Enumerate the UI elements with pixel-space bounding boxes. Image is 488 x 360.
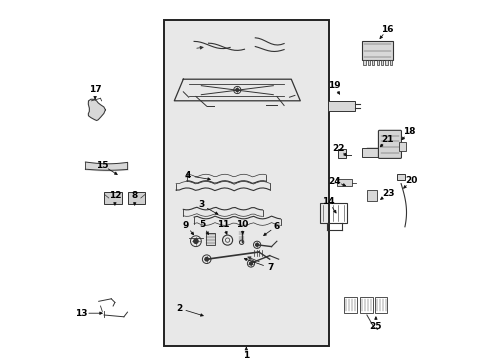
Bar: [374, 297, 386, 313]
Text: 25: 25: [369, 322, 381, 331]
Text: 7: 7: [266, 264, 273, 273]
Text: 21: 21: [381, 135, 393, 144]
Text: 18: 18: [403, 127, 415, 136]
Text: 12: 12: [108, 191, 121, 200]
Text: 16: 16: [381, 24, 393, 33]
Bar: [362, 40, 392, 60]
Bar: [336, 179, 351, 186]
Circle shape: [204, 257, 208, 261]
Bar: [363, 60, 365, 66]
Bar: [371, 60, 374, 66]
Bar: [367, 60, 369, 66]
FancyBboxPatch shape: [378, 130, 401, 158]
Text: 13: 13: [75, 309, 88, 318]
Bar: [320, 203, 346, 223]
Text: 2: 2: [176, 304, 182, 313]
Text: 4: 4: [184, 171, 191, 180]
Bar: [385, 60, 387, 66]
Bar: [327, 101, 354, 111]
Text: 19: 19: [327, 81, 340, 90]
Bar: [163, 20, 328, 346]
Bar: [396, 174, 404, 180]
Bar: [205, 233, 214, 245]
Text: 24: 24: [328, 177, 341, 186]
Text: 1: 1: [243, 351, 249, 360]
Bar: [127, 192, 145, 204]
Text: 8: 8: [131, 191, 138, 200]
Text: 17: 17: [89, 85, 101, 94]
Circle shape: [235, 89, 238, 91]
Polygon shape: [88, 99, 105, 121]
Bar: [360, 297, 372, 313]
Text: 11: 11: [216, 220, 229, 229]
Bar: [344, 297, 356, 313]
Text: 10: 10: [236, 220, 248, 229]
Text: 15: 15: [96, 161, 108, 170]
Circle shape: [249, 262, 252, 265]
Bar: [104, 192, 122, 204]
Bar: [376, 60, 378, 66]
Bar: [389, 60, 391, 66]
Bar: [399, 142, 406, 151]
Circle shape: [255, 243, 258, 246]
Bar: [337, 149, 346, 158]
Bar: [380, 60, 383, 66]
Text: 20: 20: [405, 176, 417, 185]
Text: 14: 14: [322, 197, 334, 206]
Text: 5: 5: [199, 220, 205, 229]
Circle shape: [193, 239, 198, 243]
Text: 9: 9: [183, 221, 189, 230]
Text: 3: 3: [198, 201, 204, 210]
Bar: [361, 148, 386, 157]
Text: 22: 22: [332, 144, 344, 153]
Text: 6: 6: [273, 222, 279, 231]
Bar: [366, 190, 376, 201]
Text: 23: 23: [381, 189, 394, 198]
